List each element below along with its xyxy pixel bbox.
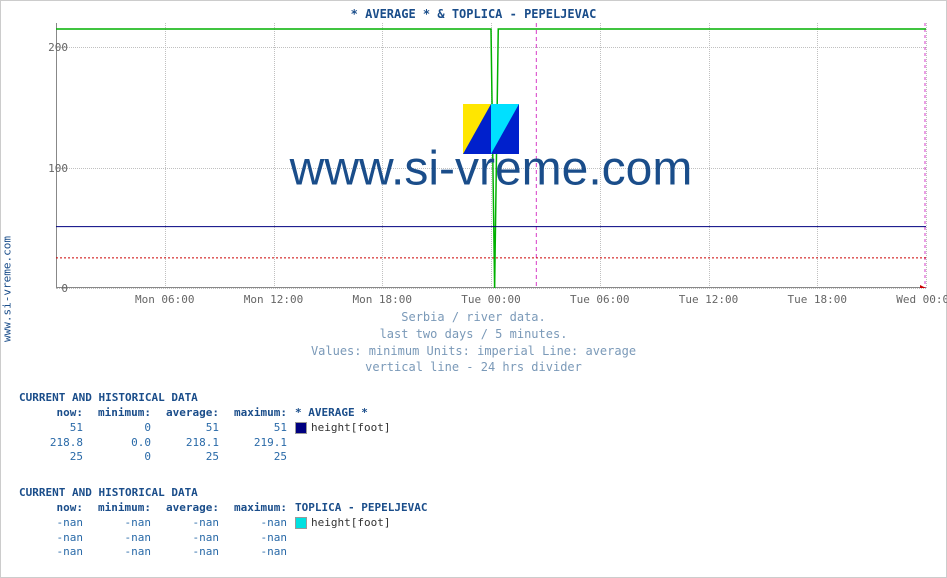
subtitle-line: last two days / 5 minutes. [1, 326, 946, 343]
subtitle-line: Values: minimum Units: imperial Line: av… [1, 343, 946, 360]
col-header: now: [19, 406, 87, 421]
table-cell: -nan [19, 545, 87, 560]
subtitle-line: vertical line - 24 hrs divider [1, 359, 946, 376]
x-tick-label: Mon 06:00 [135, 293, 195, 306]
table-cell: -nan [223, 531, 291, 546]
x-tick-label: Tue 00:00 [461, 293, 521, 306]
table-row: -nan-nan-nan-nan [19, 531, 479, 546]
y-tick-label: 200 [28, 41, 68, 54]
table-cell: -nan [155, 545, 223, 560]
row-legend [291, 450, 479, 465]
col-header: average: [155, 501, 223, 516]
grid-line-v [817, 23, 818, 288]
col-header: minimum: [87, 501, 155, 516]
x-tick-label: Tue 06:00 [570, 293, 630, 306]
series-name-header: * AVERAGE * [291, 406, 479, 421]
chart-plot-area: www.si-vreme.com [56, 23, 926, 288]
data-block-header: CURRENT AND HISTORICAL DATA [19, 486, 479, 501]
row-legend [291, 545, 479, 560]
x-tick-label: Mon 12:00 [244, 293, 304, 306]
grid-line-h [56, 288, 926, 289]
legend-swatch [295, 517, 307, 529]
row-legend [291, 436, 479, 451]
x-tick-label: Tue 18:00 [787, 293, 847, 306]
chart-subtitle: Serbia / river data.last two days / 5 mi… [1, 309, 946, 376]
row-legend [291, 531, 479, 546]
table-row: -nan-nan-nan-nan [19, 545, 479, 560]
table-cell: -nan [87, 531, 155, 546]
grid-line-v [274, 23, 275, 288]
x-tick-label: Wed 00:00 [896, 293, 947, 306]
legend-text: height[foot] [311, 421, 390, 434]
table-cell: -nan [19, 531, 87, 546]
grid-line-v [709, 23, 710, 288]
table-cell: 51 [155, 421, 223, 436]
table-cell: 219.1 [223, 436, 291, 451]
table-row: -nan-nan-nan-nanheight[foot] [19, 516, 479, 531]
legend-swatch [295, 422, 307, 434]
table-cell: 25 [19, 450, 87, 465]
row-legend: height[foot] [291, 421, 479, 436]
grid-line-v [165, 23, 166, 288]
chart-title: * AVERAGE * & TOPLICA - PEPELJEVAC [1, 7, 946, 21]
table-cell: 218.1 [155, 436, 223, 451]
table-row: 5105151height[foot] [19, 421, 479, 436]
table-cell: 0 [87, 421, 155, 436]
grid-line-v [382, 23, 383, 288]
grid-line-v [926, 23, 927, 288]
data-block-header: CURRENT AND HISTORICAL DATA [19, 391, 479, 406]
table-cell: -nan [223, 545, 291, 560]
table-cell: -nan [223, 516, 291, 531]
table-cell: 51 [19, 421, 87, 436]
y-tick-label: 100 [28, 162, 68, 175]
grid-line-h [56, 168, 926, 169]
page-root: www.si-vreme.com * AVERAGE * & TOPLICA -… [0, 0, 947, 578]
x-tick-label: Mon 18:00 [352, 293, 412, 306]
grid-line-v [491, 23, 492, 288]
y-tick-label: 0 [28, 282, 68, 295]
grid-line-h [56, 47, 926, 48]
data-table: now:minimum:average:maximum: TOPLICA - P… [19, 501, 479, 560]
table-cell: 218.8 [19, 436, 87, 451]
col-header: minimum: [87, 406, 155, 421]
table-cell: -nan [155, 531, 223, 546]
data-block: CURRENT AND HISTORICAL DATAnow:minimum:a… [19, 391, 479, 465]
subtitle-line: Serbia / river data. [1, 309, 946, 326]
table-cell: -nan [155, 516, 223, 531]
table-cell: 0.0 [87, 436, 155, 451]
col-header: maximum: [223, 406, 291, 421]
row-legend: height[foot] [291, 516, 479, 531]
table-cell: 25 [155, 450, 223, 465]
col-header: now: [19, 501, 87, 516]
legend-text: height[foot] [311, 516, 390, 529]
table-cell: 0 [87, 450, 155, 465]
table-cell: -nan [19, 516, 87, 531]
data-table: now:minimum:average:maximum: * AVERAGE *… [19, 406, 479, 465]
table-cell: -nan [87, 516, 155, 531]
table-row: 2502525 [19, 450, 479, 465]
table-cell: 25 [223, 450, 291, 465]
grid-line-v [600, 23, 601, 288]
center-logo [463, 104, 519, 154]
data-block: CURRENT AND HISTORICAL DATAnow:minimum:a… [19, 486, 479, 560]
x-tick-label: Tue 12:00 [679, 293, 739, 306]
table-row: 218.80.0218.1219.1 [19, 436, 479, 451]
table-cell: 51 [223, 421, 291, 436]
series-name-header: TOPLICA - PEPELJEVAC [291, 501, 479, 516]
col-header: maximum: [223, 501, 291, 516]
col-header: average: [155, 406, 223, 421]
table-cell: -nan [87, 545, 155, 560]
